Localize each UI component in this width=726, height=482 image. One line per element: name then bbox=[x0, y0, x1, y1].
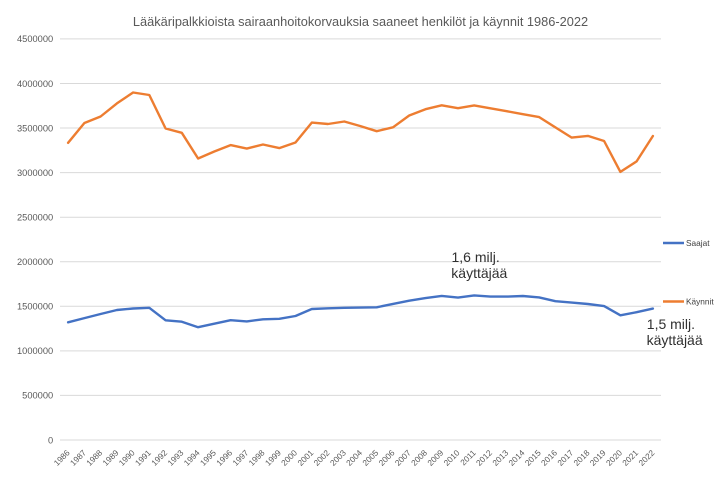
svg-text:käyttäjää: käyttäjää bbox=[647, 332, 703, 348]
svg-text:Käynnit: Käynnit bbox=[686, 296, 714, 306]
svg-text:Lääkäripalkkioista sairaanhoit: Lääkäripalkkioista sairaanhoitokorvauksi… bbox=[133, 14, 588, 29]
svg-text:käyttäjää: käyttäjää bbox=[451, 265, 507, 281]
svg-text:Saajat: Saajat bbox=[686, 238, 710, 248]
svg-text:0: 0 bbox=[48, 435, 53, 445]
svg-text:1000000: 1000000 bbox=[17, 346, 53, 356]
svg-text:2500000: 2500000 bbox=[17, 213, 53, 223]
svg-text:3500000: 3500000 bbox=[17, 123, 53, 133]
svg-text:3000000: 3000000 bbox=[17, 168, 53, 178]
svg-text:1,6 milj.: 1,6 milj. bbox=[452, 249, 500, 265]
svg-text:1500000: 1500000 bbox=[17, 302, 53, 312]
svg-text:500000: 500000 bbox=[22, 391, 53, 401]
svg-text:1,5 milj.: 1,5 milj. bbox=[647, 316, 695, 332]
svg-text:2000000: 2000000 bbox=[17, 257, 53, 267]
svg-text:4000000: 4000000 bbox=[17, 79, 53, 89]
svg-text:4500000: 4500000 bbox=[17, 34, 53, 44]
